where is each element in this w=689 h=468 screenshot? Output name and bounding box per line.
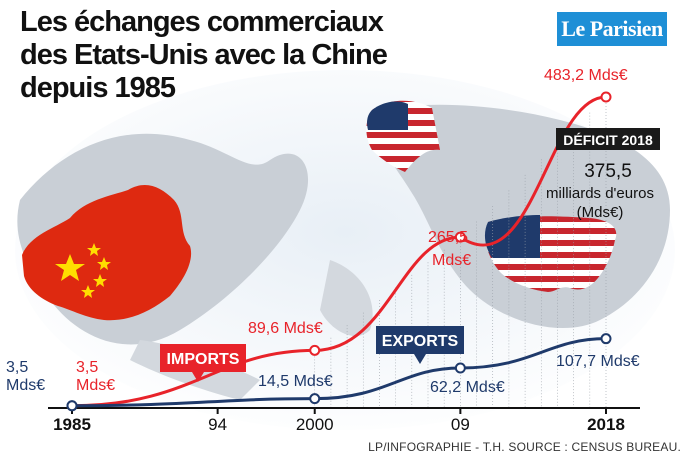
star-icon	[81, 285, 95, 298]
deficit-annotation: DÉFICIT 2018 375,5 milliards d'euros (Md…	[546, 128, 660, 221]
x-tick-label: 09	[451, 415, 470, 434]
usa-flag-map	[484, 215, 617, 292]
star-icon	[87, 243, 101, 256]
le-parisien-logo: Le Parisien	[557, 12, 667, 46]
exports-1985-label: 3,5	[6, 359, 28, 376]
china-flag-map	[22, 185, 192, 321]
title-line-1: Les échanges commerciaux	[20, 6, 384, 38]
title-line-2: des Etats-Unis avec la Chine	[20, 39, 388, 71]
exports-point	[66, 400, 78, 412]
series-lines	[66, 91, 612, 412]
imports-legend-tag: IMPORTS	[160, 344, 246, 382]
exports-point	[309, 393, 321, 405]
imports-2000-label: 89,6 Mds€	[248, 320, 323, 337]
exports-2009-label: 62,2 Mds€	[430, 379, 505, 396]
imports-point	[309, 344, 321, 356]
x-tick-label: 2018	[587, 415, 625, 434]
deficit-unit-line2: (Mds€)	[577, 204, 624, 221]
exports-legend-label: EXPORTS	[382, 333, 459, 350]
imports-2009-label: 265,5	[428, 229, 468, 246]
exports-2018-label: 107,7 Mds€	[556, 353, 640, 370]
imports-1985-label: Mds€	[76, 377, 115, 394]
star-icon	[55, 254, 85, 281]
imports-line	[71, 95, 607, 408]
imports-1985-label: 3,5	[76, 359, 98, 376]
deficit-label: DÉFICIT 2018	[563, 132, 653, 148]
imports-point	[454, 231, 466, 243]
deficit-unit-line1: milliards d'euros	[546, 185, 654, 202]
exports-line	[71, 337, 607, 408]
star-icon	[97, 257, 111, 270]
imports-2009-label: Mds€	[432, 252, 471, 269]
exports-point	[454, 362, 466, 374]
title-line-3: depuis 1985	[20, 72, 176, 104]
page-title: Les échanges commerciaux des Etats-Unis …	[20, 6, 440, 105]
alaska-flag-map	[366, 100, 440, 172]
imports-point	[600, 91, 612, 103]
imports-2018-label: 483,2 Mds€	[544, 67, 628, 84]
x-tick-label: 94	[208, 415, 227, 434]
exports-1985-label: Mds€	[6, 377, 45, 394]
x-tick-label: 2000	[296, 415, 334, 434]
imports-legend-label: IMPORTS	[167, 351, 240, 368]
x-axis: 1985 94 2000 09 2018	[48, 407, 640, 434]
star-icon	[93, 274, 107, 287]
deficit-value: 375,5	[584, 161, 632, 182]
exports-legend-tag: EXPORTS	[376, 326, 464, 364]
exports-2000-label: 14,5 Mds€	[258, 373, 333, 390]
source-credit: LP/INFOGRAPHIE - T.H. SOURCE : CENSUS BU…	[368, 440, 681, 454]
x-tick-label: 1985	[53, 415, 91, 434]
exports-point	[600, 333, 612, 345]
